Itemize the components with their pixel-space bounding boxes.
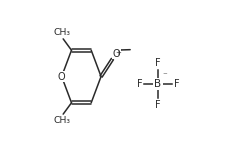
Text: F: F bbox=[137, 79, 142, 89]
Text: CH₃: CH₃ bbox=[54, 28, 71, 37]
Text: F: F bbox=[155, 100, 161, 110]
Text: F: F bbox=[155, 58, 161, 68]
Text: O: O bbox=[113, 49, 121, 59]
Text: ⁻: ⁻ bbox=[163, 71, 167, 80]
Text: B: B bbox=[154, 79, 161, 89]
Text: +: + bbox=[116, 50, 122, 56]
Text: O: O bbox=[58, 71, 65, 82]
Text: CH₃: CH₃ bbox=[54, 116, 71, 125]
Text: F: F bbox=[173, 79, 179, 89]
